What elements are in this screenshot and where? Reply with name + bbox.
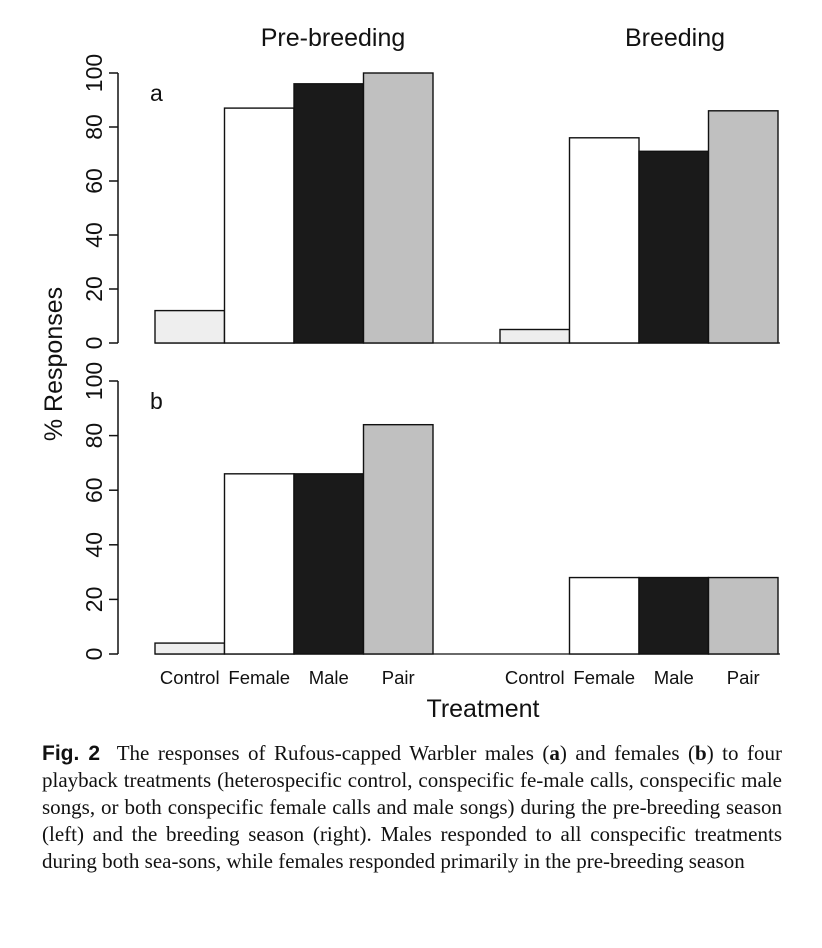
panel-b-y-tick-label-100: 100: [81, 362, 107, 400]
panel-b-y-tick-label-20: 20: [81, 587, 107, 613]
x-tick-label-pre-breeding-pair: Pair: [382, 667, 415, 688]
bar-a-pre-breeding-female: [223, 107, 295, 344]
x-tick-label-breeding-pair: Pair: [727, 667, 760, 688]
x-tick-label-breeding-female: Female: [573, 667, 635, 688]
panel-a-y-tick-label-20: 20: [81, 276, 107, 302]
x-tick-label-pre-breeding-male: Male: [309, 667, 349, 688]
figure-caption: Fig. 2 The responses of Rufous-capped Wa…: [42, 740, 782, 875]
x-tick-label-pre-breeding-control: Control: [160, 667, 220, 688]
bar-a-breeding-control: [499, 328, 571, 344]
panel-b-y-tick-label-60: 60: [81, 477, 107, 503]
bar-a-pre-breeding-pair: [362, 72, 434, 344]
panel-label-b: b: [150, 388, 163, 414]
season-title-0: Pre-breeding: [261, 24, 406, 52]
caption-text-3: ) to four playback treatments (heterospe…: [42, 741, 783, 873]
y-axis-title: % Responses: [40, 287, 68, 441]
x-tick-label-breeding-control: Control: [505, 667, 565, 688]
bar-b-breeding-female: [568, 576, 640, 655]
bar-b-pre-breeding-male: [293, 473, 365, 655]
panel-a-y-tick-label-60: 60: [81, 168, 107, 194]
bar-a-breeding-female: [568, 137, 640, 344]
caption-text-1: The responses of Rufous-capped Warbler m…: [116, 741, 550, 765]
panel-b-y-tick-label-80: 80: [81, 423, 107, 449]
panel-a-y-tick-label-0: 0: [81, 337, 107, 350]
bar-a-breeding-pair: [707, 110, 779, 344]
bar-b-pre-breeding-pair: [362, 423, 434, 655]
panel-a-y-tick-label-80: 80: [81, 114, 107, 140]
bar-a-breeding-male: [638, 150, 710, 344]
figure-chart: Pre-breeding Breeding 0 20 40 60 80 100 a 0 20 40 60…: [40, 24, 780, 723]
bar-a-pre-breeding-male: [293, 83, 365, 344]
caption-bold-b: b: [695, 741, 707, 765]
bar-b-pre-breeding-female: [223, 473, 295, 655]
x-tick-label-breeding-male: Male: [654, 667, 694, 688]
bar-a-pre-breeding-control: [154, 309, 226, 344]
season-title-1: Breeding: [625, 24, 725, 52]
x-tick-label-pre-breeding-female: Female: [228, 667, 290, 688]
panel-label-a: a: [150, 80, 163, 106]
panel-a-y-tick-label-100: 100: [81, 54, 107, 92]
panel-b-y-tick-label-40: 40: [81, 532, 107, 558]
caption-text-2: ) and females (: [559, 741, 695, 765]
caption-fig-label: Fig. 2: [42, 742, 101, 765]
panel-b-y-tick-label-0: 0: [81, 648, 107, 661]
bar-b-breeding-male: [638, 576, 710, 655]
caption-bold-a: a: [549, 741, 560, 765]
x-axis-title: Treatment: [426, 695, 539, 723]
bar-b-pre-breeding-control: [154, 642, 226, 655]
bar-b-breeding-pair: [707, 576, 779, 655]
panel-a-y-tick-label-40: 40: [81, 222, 107, 248]
